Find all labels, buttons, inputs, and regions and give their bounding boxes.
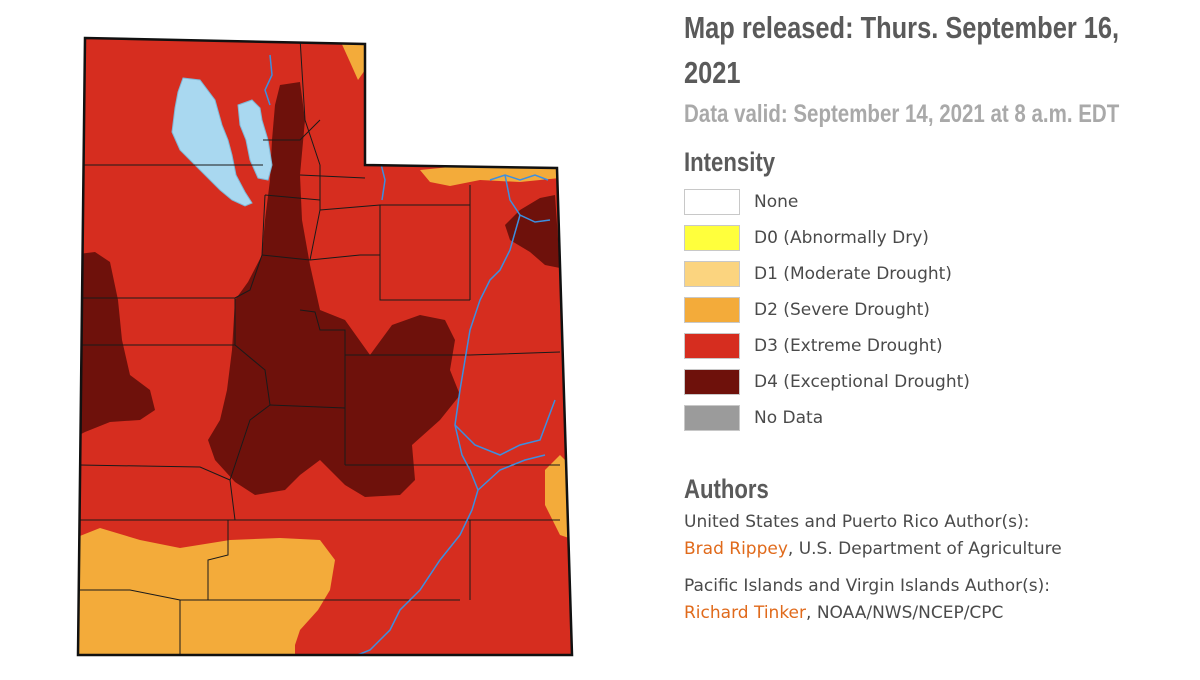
rivers xyxy=(264,54,556,655)
legend-swatch-none xyxy=(684,188,740,215)
legend-swatch-d0 xyxy=(684,224,740,251)
us-author-link[interactable]: Brad Rippey xyxy=(684,539,788,560)
d2-region-north xyxy=(340,40,370,80)
d2-region-southwest xyxy=(78,528,335,655)
legend-swatch-no-data xyxy=(684,404,740,431)
legend-label: D3 (Extreme Drought) xyxy=(754,335,943,356)
d4-region-central xyxy=(208,82,460,497)
utah-outline xyxy=(76,36,574,657)
legend-item-d2: D2 (Severe Drought) xyxy=(684,292,1184,328)
legend-item-d3: D3 (Extreme Drought) xyxy=(684,328,1184,364)
legend-label: D1 (Moderate Drought) xyxy=(754,263,952,284)
pacific-authors: Pacific Islands and Virgin Islands Autho… xyxy=(684,573,1184,627)
legend-item-d0: D0 (Abnormally Dry) xyxy=(684,220,1184,256)
authors-title: Authors xyxy=(684,473,769,504)
us-authors-heading: United States and Puerto Rico Author(s): xyxy=(684,511,1030,532)
us-authors: United States and Puerto Rico Author(s):… xyxy=(684,509,1184,563)
legend-item-no-data: No Data xyxy=(684,400,1184,436)
d2-region-northeast xyxy=(420,165,560,186)
drought-map xyxy=(60,30,590,670)
legend-item-d4: D4 (Exceptional Drought) xyxy=(684,364,1184,400)
legend-label: D2 (Severe Drought) xyxy=(754,299,930,320)
legend-label: D4 (Exceptional Drought) xyxy=(754,371,970,392)
legend: None D0 (Abnormally Dry) D1 (Moderate Dr… xyxy=(684,184,1184,436)
pacific-authors-heading: Pacific Islands and Virgin Islands Autho… xyxy=(684,576,1050,597)
county-lines xyxy=(78,38,561,655)
pacific-author-org: , NOAA/NWS/NCEP/CPC xyxy=(806,603,1004,624)
legend-item-d1: D1 (Moderate Drought) xyxy=(684,256,1184,292)
legend-title: Intensity xyxy=(684,146,776,177)
legend-item-none: None xyxy=(684,184,1184,220)
map-released-title: Map released: Thurs. September 16, 2021 xyxy=(684,10,1120,90)
legend-label: D0 (Abnormally Dry) xyxy=(754,227,929,248)
us-author-line: Brad Rippey, U.S. Department of Agricult… xyxy=(684,536,1184,563)
legend-swatch-d3 xyxy=(684,332,740,359)
legend-label: No Data xyxy=(754,407,824,428)
pacific-author-line: Richard Tinker, NOAA/NWS/NCEP/CPC xyxy=(684,600,1184,627)
info-panel: Map released: Thurs. September 16, 2021 … xyxy=(684,6,1184,628)
legend-swatch-d4 xyxy=(684,368,740,395)
great-salt-lake xyxy=(171,77,253,207)
data-valid-subtitle: Data valid: September 14, 2021 at 8 a.m.… xyxy=(684,99,1120,128)
us-author-org: , U.S. Department of Agriculture xyxy=(787,539,1062,560)
pacific-author-link[interactable]: Richard Tinker xyxy=(684,603,807,624)
utah-map-svg xyxy=(76,36,574,657)
legend-swatch-d1 xyxy=(684,260,740,287)
legend-swatch-d2 xyxy=(684,296,740,323)
legend-label: None xyxy=(754,191,799,212)
d4-region-west xyxy=(78,252,155,440)
great-salt-lake-east xyxy=(237,99,273,181)
